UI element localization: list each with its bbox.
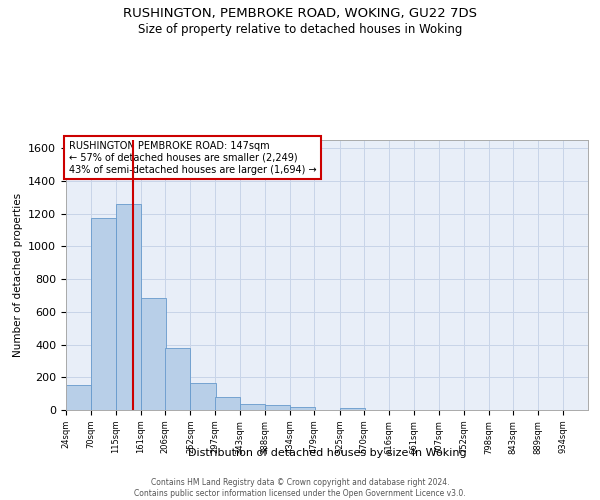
Text: Distribution of detached houses by size in Woking: Distribution of detached houses by size … (188, 448, 466, 458)
Y-axis label: Number of detached properties: Number of detached properties (13, 193, 23, 357)
Text: RUSHINGTON PEMBROKE ROAD: 147sqm
← 57% of detached houses are smaller (2,249)
43: RUSHINGTON PEMBROKE ROAD: 147sqm ← 57% o… (68, 142, 316, 174)
Text: Size of property relative to detached houses in Woking: Size of property relative to detached ho… (138, 22, 462, 36)
Bar (66, 386, 91, 410)
Bar (190, 382, 215, 410)
Text: RUSHINGTON, PEMBROKE ROAD, WOKING, GU22 7DS: RUSHINGTON, PEMBROKE ROAD, WOKING, GU22 … (123, 8, 477, 20)
Bar (215, 396, 240, 410)
Bar (290, 406, 315, 410)
Bar (240, 404, 265, 410)
Text: Contains HM Land Registry data © Crown copyright and database right 2024.
Contai: Contains HM Land Registry data © Crown c… (134, 478, 466, 498)
Bar (166, 348, 190, 410)
Bar (141, 298, 166, 410)
Bar (91, 218, 116, 410)
Bar (116, 204, 141, 410)
Bar (265, 406, 290, 410)
Bar (340, 408, 365, 410)
